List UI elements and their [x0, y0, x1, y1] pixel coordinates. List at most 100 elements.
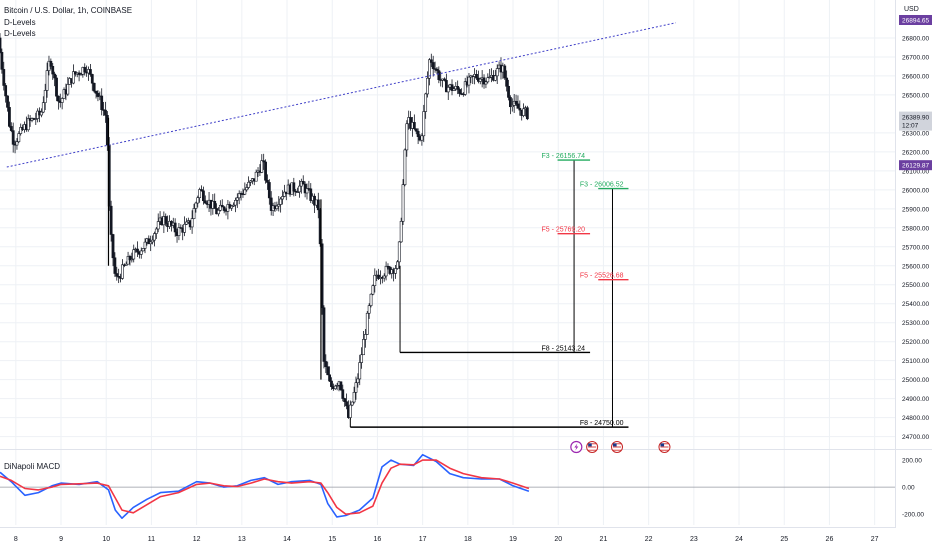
time-tick-label: 23 — [690, 536, 698, 543]
candle — [232, 202, 235, 208]
candle — [292, 177, 296, 197]
candle-body — [49, 60, 53, 67]
candle-body — [79, 73, 83, 76]
candle-body — [360, 354, 364, 363]
candle-body — [230, 205, 234, 209]
candle — [17, 131, 21, 144]
candle-body — [339, 381, 343, 390]
candle — [217, 207, 220, 217]
candle-body — [156, 221, 160, 230]
candle-body — [371, 285, 375, 295]
d-level-label: F5 - 25769.20 — [541, 227, 585, 234]
macd-pane: 200.00 0.00 -200.00 — [0, 453, 924, 519]
candle — [264, 159, 267, 184]
candle-body — [305, 188, 309, 194]
candle-body — [26, 118, 30, 131]
indicator-label-1[interactable]: D-Levels — [4, 18, 36, 27]
time-tick-label: 22 — [645, 536, 653, 543]
time-tick-label: 13 — [238, 536, 246, 543]
candle-body — [196, 197, 200, 204]
candle — [143, 238, 147, 254]
lightning-event-icon[interactable] — [570, 440, 583, 454]
candle-body — [200, 189, 203, 192]
candle — [8, 101, 11, 128]
macd-legend-label[interactable]: DiNapoli MACD — [4, 462, 61, 471]
us-flag-event-icon[interactable] — [658, 441, 671, 453]
candle — [0, 48, 4, 74]
candle — [401, 179, 405, 225]
candle — [428, 58, 431, 86]
candle — [386, 263, 390, 270]
candle-body — [124, 263, 128, 266]
candle — [36, 108, 40, 123]
candle — [414, 128, 418, 135]
candle-body — [405, 123, 409, 151]
candle — [495, 64, 499, 84]
candle — [277, 196, 281, 212]
candle-body — [437, 70, 441, 80]
candle — [362, 330, 365, 356]
candle-body — [217, 209, 220, 215]
candle — [416, 128, 420, 145]
candle — [358, 354, 362, 386]
candle-body — [66, 84, 70, 95]
candle — [53, 71, 57, 87]
candle — [185, 218, 188, 226]
candle — [444, 73, 448, 93]
candle-body — [139, 250, 143, 255]
candle-body — [326, 366, 330, 376]
candle-body — [151, 239, 154, 243]
candle — [429, 53, 433, 68]
candle-body — [51, 66, 55, 75]
candle — [96, 90, 100, 102]
candle-body — [348, 404, 352, 418]
candle-body — [153, 233, 156, 241]
candle — [124, 261, 128, 266]
price-tick-label: 26800.00 — [902, 35, 929, 42]
candle-body — [416, 130, 420, 137]
candle — [11, 122, 15, 153]
candle — [83, 63, 87, 76]
candle — [94, 90, 98, 99]
candle — [397, 241, 401, 269]
candle-body — [202, 190, 205, 202]
candle-body — [412, 122, 416, 130]
candle-body — [328, 374, 331, 382]
candle — [452, 86, 456, 91]
price-badge-text: 26129.87 — [902, 163, 929, 170]
candle — [196, 195, 200, 208]
candle-body — [132, 249, 136, 260]
candle-body — [6, 95, 9, 108]
candle-body — [203, 200, 207, 204]
candle-body — [247, 181, 251, 188]
indicator-label-2[interactable]: D-Levels — [4, 29, 36, 38]
candle-body — [403, 149, 407, 185]
candle — [9, 122, 13, 133]
price-tick-label: 24900.00 — [902, 396, 929, 403]
candle — [230, 204, 234, 211]
candle — [153, 231, 156, 247]
candle-body — [55, 77, 58, 97]
candle — [518, 100, 522, 116]
candle-body — [254, 171, 258, 182]
candle-body — [218, 204, 222, 211]
candle-body — [330, 380, 333, 387]
us-flag-event-icon[interactable] — [611, 441, 624, 453]
candle-body — [356, 378, 360, 384]
time-tick-label: 19 — [509, 536, 517, 543]
candle — [49, 58, 53, 70]
candle-body — [518, 108, 522, 111]
candle-body — [234, 200, 237, 206]
us-flag-event-icon[interactable] — [586, 441, 599, 453]
candle — [296, 187, 299, 193]
time-tick-label: 20 — [554, 536, 562, 543]
candle — [377, 268, 380, 280]
d-level: F5 - 25526.68 — [580, 273, 629, 281]
candle-body — [279, 198, 283, 205]
candle — [450, 79, 454, 96]
candle-body — [298, 185, 301, 193]
candle — [326, 361, 330, 376]
candle-body — [486, 77, 490, 83]
